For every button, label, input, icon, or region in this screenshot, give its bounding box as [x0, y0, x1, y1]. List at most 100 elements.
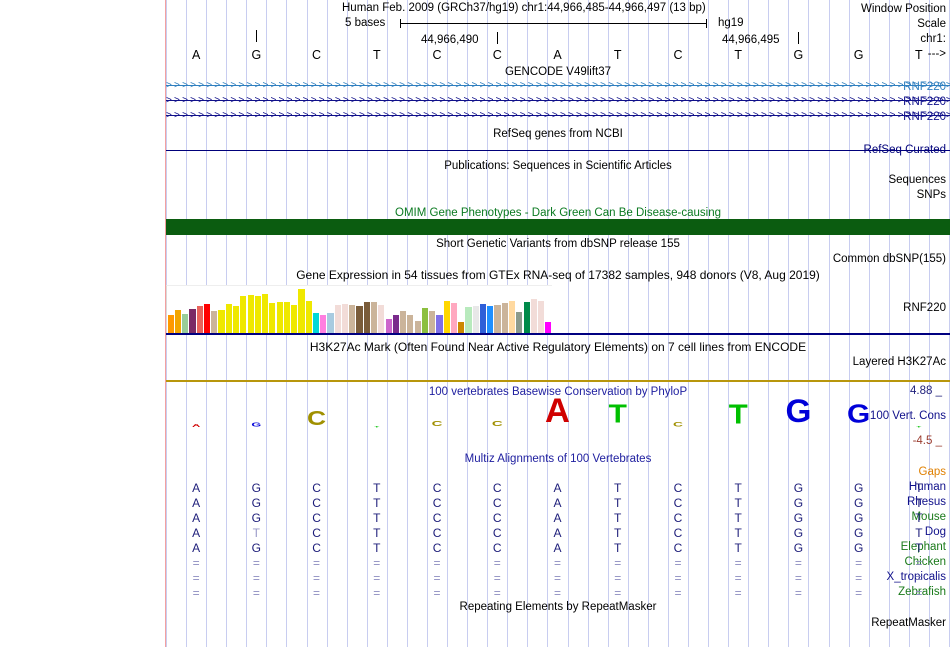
multiz-gap-marker: = [614, 556, 622, 570]
gtex-tissue-bar[interactable] [189, 308, 196, 334]
gtex-tissue-bar[interactable] [269, 302, 276, 334]
gtex-tissue-bar[interactable] [356, 305, 363, 334]
refseq-curated-bar[interactable] [166, 150, 950, 152]
multiz-base: T [373, 541, 381, 555]
multiz-species-label[interactable]: Mouse [911, 511, 946, 523]
gtex-tissue-bar[interactable] [211, 311, 218, 334]
gtex-tissue-bar[interactable] [240, 296, 247, 334]
gtex-tissue-bar[interactable] [472, 305, 479, 334]
gtex-tissue-bar[interactable] [479, 303, 487, 334]
gtex-tissue-bar[interactable] [392, 315, 399, 334]
common-dbsnp-label[interactable]: Common dbSNP(155) [832, 253, 946, 265]
publications-sequences-label[interactable]: Sequences [888, 174, 946, 186]
sequence-base: C [312, 48, 322, 62]
gtex-tissue-bar[interactable] [400, 311, 407, 334]
multiz-gap-marker: = [192, 556, 200, 570]
gtex-tissue-bar[interactable] [509, 301, 516, 334]
gtex-tissue-bar[interactable] [276, 302, 283, 334]
phylop-track-label[interactable]: 100 Vert. Cons [869, 410, 946, 422]
gtex-tissue-bar[interactable] [458, 321, 465, 334]
gtex-tissue-bar[interactable] [334, 304, 341, 334]
gtex-tissue-bar[interactable] [327, 313, 334, 334]
gtex-tissue-bar[interactable] [232, 305, 240, 334]
gencode-gene-label[interactable]: RNF220 [903, 96, 946, 108]
gtex-tissue-bar[interactable] [167, 315, 174, 334]
repeatmasker-label[interactable]: RepeatMasker [871, 617, 946, 629]
gtex-tissue-bar[interactable] [378, 304, 385, 334]
gtex-tissue-bar[interactable] [516, 312, 523, 334]
multiz-species-label[interactable]: Zebrafish [898, 586, 946, 598]
gtex-gene-label[interactable]: RNF220 [903, 302, 946, 314]
gtex-tissue-bar[interactable] [370, 302, 378, 334]
phylop-logo-letter: G [847, 400, 871, 429]
multiz-species-label[interactable]: Rhesus [907, 496, 946, 508]
publications-snps-label[interactable]: SNPs [916, 189, 946, 201]
gtex-tissue-bar[interactable] [501, 302, 508, 334]
gencode-gene-label[interactable]: RNF220 [903, 111, 946, 123]
gtex-tissue-bar[interactable] [196, 305, 203, 334]
layered-h3k27ac-label[interactable]: Layered H3K27Ac [852, 356, 946, 368]
omim-gene-block[interactable] [166, 219, 950, 235]
multiz-base: A [192, 541, 201, 555]
gtex-tissue-bar[interactable] [298, 288, 305, 334]
gtex-tissue-bar[interactable] [429, 310, 436, 334]
gtex-tissue-bar[interactable] [218, 309, 225, 334]
gtex-tissue-bar[interactable] [182, 314, 189, 334]
gtex-tissue-bar[interactable] [421, 307, 428, 334]
multiz-gaps-label[interactable]: Gaps [918, 466, 947, 478]
phylop-axis-min-value: -4.5 [912, 435, 933, 447]
multiz-gap-marker: = [915, 586, 923, 600]
gencode-gene-row[interactable]: >>>>>>>>>>>>>>>>>>>>>>>>>>>>>>>>>>>>>>>>… [166, 110, 950, 121]
sequence-base: T [734, 48, 742, 62]
gtex-tissue-bar[interactable] [530, 299, 537, 334]
gencode-track-title: GENCODE V49lift37 [504, 66, 612, 78]
gtex-tissue-bar[interactable] [247, 294, 254, 334]
multiz-species-label[interactable]: Chicken [904, 556, 946, 568]
dbsnp-track-title: Short Genetic Variants from dbSNP releas… [436, 238, 680, 250]
multiz-species-label[interactable]: X_tropicalis [886, 571, 946, 583]
gtex-tissue-bar[interactable] [254, 296, 261, 334]
gtex-tissue-bar[interactable] [225, 303, 232, 334]
multiz-base: C [312, 541, 321, 555]
gtex-tissue-bar[interactable] [174, 309, 182, 334]
gtex-tissue-bar[interactable] [523, 302, 530, 334]
gtex-tissue-bar[interactable] [436, 315, 443, 334]
gencode-gene-row[interactable]: >>>>>>>>>>>>>>>>>>>>>>>>>>>>>>>>>>>>>>>>… [166, 95, 950, 106]
multiz-base: G [251, 511, 262, 525]
gtex-tissue-bar[interactable] [414, 320, 421, 334]
multiz-base: T [614, 511, 622, 525]
gtex-tissue-bar[interactable] [450, 302, 458, 334]
gtex-tissue-bar[interactable] [312, 313, 320, 334]
gtex-tissue-bar[interactable] [494, 304, 501, 334]
gtex-track-title: Gene Expression in 54 tissues from GTEx … [296, 268, 820, 282]
multiz-species-label[interactable]: Human [908, 481, 946, 493]
phylop-axis-max: 4.88 _ [910, 385, 942, 397]
gtex-tissue-bar[interactable] [341, 303, 349, 334]
gtex-tissue-bar[interactable] [545, 321, 552, 334]
gtex-tissue-bar[interactable] [203, 303, 211, 334]
strand-arrow-icon: >>>>>>>>>>>>>>>>>>>>>>>>>>>>>>>>>>>>>>>>… [166, 80, 950, 91]
gtex-tissue-bar[interactable] [407, 315, 414, 334]
sequence-base: A [191, 48, 201, 62]
multiz-gap-marker: = [553, 586, 561, 600]
gtex-tissue-bar[interactable] [443, 301, 450, 334]
phylop-logo-letter: A [545, 391, 570, 430]
gtex-tissue-bar[interactable] [538, 301, 545, 334]
gtex-tissue-bar[interactable] [291, 304, 298, 334]
multiz-species-label[interactable]: Dog [924, 526, 946, 538]
gtex-tissue-bar[interactable] [385, 318, 392, 334]
multiz-base: T [734, 541, 742, 555]
gtex-tissue-bar[interactable] [487, 305, 494, 334]
gencode-gene-label[interactable]: RNF220 [903, 81, 946, 93]
gtex-tissue-bar[interactable] [465, 306, 472, 334]
multiz-species-label[interactable]: Elephant [900, 541, 946, 553]
gtex-expression-chart[interactable] [166, 285, 552, 334]
gtex-tissue-bar[interactable] [305, 301, 312, 334]
phylop-logo-letter: G [785, 393, 812, 430]
gtex-tissue-bar[interactable] [283, 302, 290, 334]
gtex-tissue-bar[interactable] [262, 293, 269, 334]
gtex-tissue-bar[interactable] [320, 315, 327, 334]
gtex-tissue-bar[interactable] [363, 302, 370, 334]
gtex-tissue-bar[interactable] [349, 304, 356, 334]
gencode-gene-row[interactable]: >>>>>>>>>>>>>>>>>>>>>>>>>>>>>>>>>>>>>>>>… [166, 80, 950, 91]
